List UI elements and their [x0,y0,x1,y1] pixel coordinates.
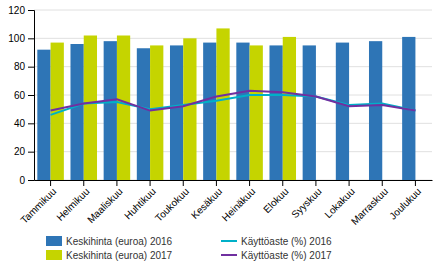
legend-label: Käyttöaste (%) 2017 [241,250,332,261]
tick-label: Marraskuu [349,186,390,227]
legend-label: Keskihinta (euroa) 2017 [66,250,173,261]
bar [104,41,117,180]
tick-label: Joulukuu [387,186,423,222]
tick-mark [116,180,117,186]
tick-label: Elokuu [261,186,290,215]
x-axis: TammikuuHelmikuuMaaliskuuHuhtikuuToukoku… [18,180,432,227]
bar [236,43,249,180]
tick-mark [249,180,250,186]
tick-mark [28,10,34,11]
tick-label: 80 [14,61,26,72]
line [51,91,416,111]
x-tick: Tammikuu [18,180,58,226]
tick-mark [216,180,217,186]
bar [250,45,263,180]
x-tick: Maaliskuu [85,180,125,225]
axis-line [28,11,35,181]
y-tick: 80 [14,61,34,72]
grid-line [34,10,432,11]
legend-item: Käyttöaste (%) 2016 [221,236,332,247]
tick-mark [415,180,416,186]
bar [137,48,150,180]
tick-label: 0 [19,175,25,186]
x-tick: Toukokuu [153,180,191,224]
legend-item: Keskihinta (euroa) 2017 [46,250,173,261]
bar [303,45,316,180]
bar [117,36,130,181]
y-tick: 60 [14,90,34,101]
plot: 0 20 40 60 80 100 120 TammikuuHelmikuuMaaliskuu… [8,5,432,227]
bar [150,45,163,180]
tick-label: Heinäkuu [220,186,258,224]
x-tick: Elokuu [261,180,290,215]
grid [34,10,432,180]
x-tick: Lokakuu [322,180,357,220]
y-tick: 100 [8,33,34,44]
bar [183,38,196,180]
bar [269,45,282,180]
tick-label: Toukokuu [153,186,191,224]
legend-swatch [46,250,62,260]
tick-mark [349,180,350,186]
y-axis: 0 20 40 60 80 100 120 [8,5,34,186]
bar [37,50,50,180]
tick-mark [315,180,316,186]
y-tick: 40 [14,118,34,129]
bar [203,43,216,180]
tick-mark [183,180,184,186]
legend-label: Käyttöaste (%) 2016 [241,236,332,247]
bar [70,44,83,180]
bar [283,37,296,180]
legend-label: Keskihinta (euroa) 2016 [66,236,173,247]
tick-label: Syyskuu [289,186,324,221]
marks [37,28,415,180]
tick-label: 20 [14,146,26,157]
bar [216,28,229,180]
x-tick: Marraskuu [349,180,390,227]
x-tick: Joulukuu [387,180,423,222]
tick-mark [382,180,383,186]
x-tick: Kesäkuu [189,180,224,221]
bar [84,36,97,181]
legend-swatch [46,236,62,246]
tick-label: Maaliskuu [85,186,125,226]
tick-mark [28,38,34,39]
tick-mark [28,152,34,153]
legend-swatch [221,254,237,256]
tick-mark [50,180,51,186]
tick-label: 40 [14,118,26,129]
bar [170,45,183,180]
legend: Keskihinta (euroa) 2016 Keskihinta (euroa… [46,236,332,261]
x-tick: Heinäkuu [220,180,258,223]
tick-mark [28,123,34,124]
tick-mark [83,180,84,186]
tick-label: 120 [8,5,25,16]
bar [336,43,349,180]
tick-mark [282,180,283,186]
chart: 0 20 40 60 80 100 120 TammikuuHelmikuuMaaliskuu… [0,0,442,272]
legend-item: Keskihinta (euroa) 2016 [46,236,173,247]
axis-line [35,180,433,181]
tick-mark [28,180,34,181]
legend-swatch [221,240,237,242]
tick-mark [28,67,34,68]
legend-item: Käyttöaste (%) 2017 [221,250,332,261]
y-tick: 120 [8,5,34,16]
y-tick: 0 [19,175,34,186]
tick-mark [150,180,151,186]
y-tick: 20 [14,146,34,157]
bar [369,41,382,180]
x-tick: Syyskuu [289,180,324,220]
tick-mark [28,95,34,96]
tick-label: 60 [14,90,26,101]
tick-label: Tammikuu [18,186,58,226]
tick-label: 100 [8,33,25,44]
